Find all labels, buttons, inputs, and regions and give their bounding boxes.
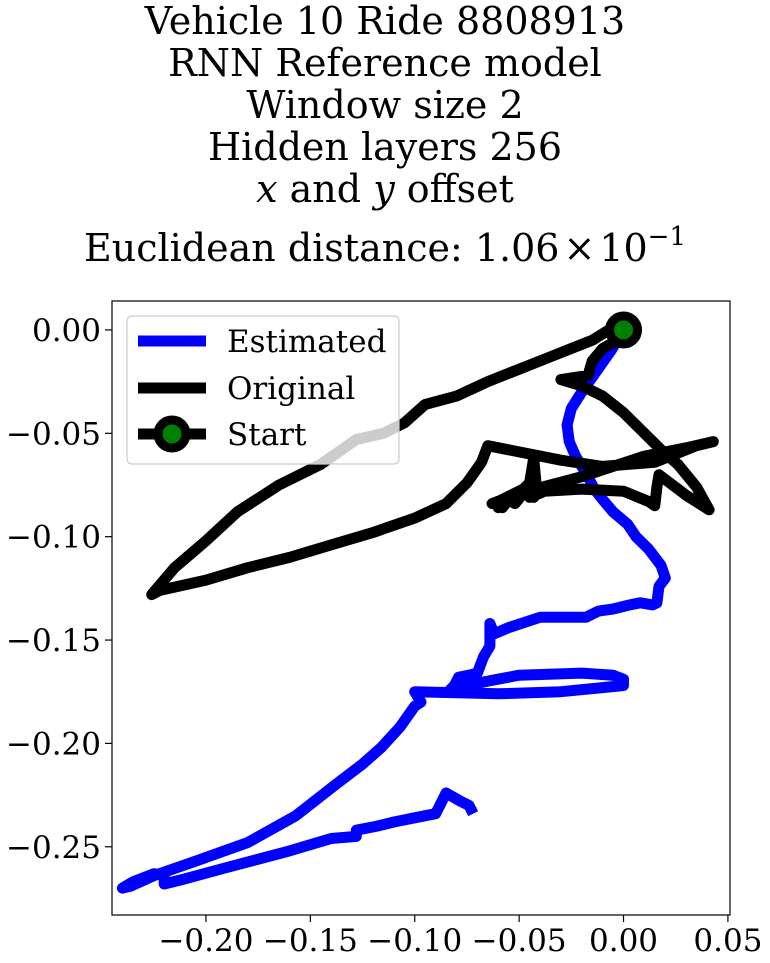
title-distance-mantissa: 1.06 (474, 226, 560, 270)
y-tick-label: −0.25 (6, 830, 101, 866)
chart-title: Vehicle 10 Ride 8808913 RNN Reference mo… (0, 0, 770, 270)
x-tick-label: 0.00 (589, 923, 658, 959)
legend-box (126, 315, 400, 465)
legend-label-original: Original (227, 371, 355, 407)
series-line-estimated (116, 327, 671, 894)
start-marker (605, 311, 643, 349)
title-times-symbol: × (563, 226, 596, 270)
title-line-1: Vehicle 10 Ride 8808913 (144, 0, 626, 43)
y-tick-label: −0.20 (6, 726, 101, 762)
title-distance-exponent: −1 (647, 222, 686, 252)
axes-frame (111, 300, 731, 916)
tick-layer: −0.20 −0.15 −0.10 −0.05 0.00 0.050.00−0.05−0.… (6, 313, 762, 959)
y-tick-label: −0.05 (6, 416, 101, 452)
title-and-text: and (277, 167, 374, 211)
title-offset-text: offset (394, 167, 514, 211)
y-tick-label: −0.15 (6, 623, 101, 659)
x-tick-label: −0.05 (472, 923, 567, 959)
x-tick-label: −0.20 (158, 923, 253, 959)
x-tick-label: 0.05 (693, 923, 762, 959)
title-line-2: RNN Reference model (168, 41, 602, 85)
series-layer (116, 311, 719, 894)
title-distance-base: 10 (599, 226, 648, 270)
x-tick-label: −0.15 (263, 923, 358, 959)
title-line-4: Hidden layers 256 (207, 125, 563, 169)
legend-label-estimated: Estimated (227, 324, 386, 360)
x-tick-label: −0.10 (367, 923, 462, 959)
title-y-symbol: y (373, 167, 395, 211)
title-line-3: Window size 2 (246, 83, 524, 127)
y-tick-label: −0.10 (6, 520, 101, 556)
title-x-symbol: x (256, 167, 278, 211)
legend-start-marker (153, 415, 191, 453)
legend-label-start: Start (227, 417, 307, 453)
title-distance-prefix: Euclidean distance: (84, 226, 475, 270)
title-line-6: Euclidean distance: 1.06 × 10−1 (0, 210, 770, 270)
legend: Estimated Original Start (126, 315, 400, 465)
title-line-5: x and y offset (0, 168, 770, 210)
series-line-original (146, 324, 719, 601)
y-tick-label: 0.00 (32, 313, 101, 349)
